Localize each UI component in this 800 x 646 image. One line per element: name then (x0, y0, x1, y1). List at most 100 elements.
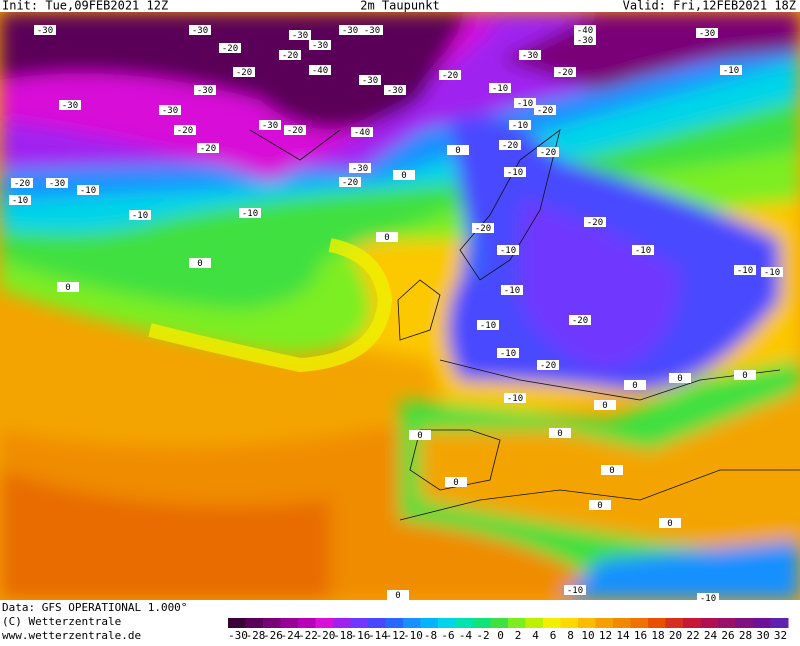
contour-label-box (387, 590, 409, 600)
contour-label-box (46, 178, 68, 188)
colorbar-swatch (630, 618, 649, 628)
contour-label-box (376, 232, 398, 242)
contour-label: -20 (236, 68, 252, 78)
colorbar-swatch (735, 618, 754, 628)
contour-label: 0 (455, 146, 460, 156)
colorbar-tick-label: -28 (246, 629, 266, 642)
contour-label: 0 (401, 171, 406, 181)
contour-label: -20 (200, 144, 216, 154)
colorbar-tick-label: -20 (316, 629, 336, 642)
contour-label: 0 (65, 283, 70, 293)
contour-label-box (594, 400, 616, 410)
contour-label: -10 (132, 211, 148, 221)
contour-label-box (393, 170, 415, 180)
contour-label: -10 (80, 186, 96, 196)
colorbar-swatch (508, 618, 526, 628)
contour-label-box (351, 127, 373, 137)
contour-label-box (564, 585, 586, 595)
contour-label: -20 (282, 51, 298, 61)
contour-label: -30 (292, 31, 308, 41)
contour-label: -20 (14, 179, 30, 189)
colorbar-swatch (683, 618, 701, 628)
contour-label: 0 (677, 374, 682, 384)
contour-label-box (497, 245, 519, 255)
contour-label: 0 (667, 519, 672, 529)
contour-label: -20 (557, 68, 573, 78)
colorbar: -30-28-26-24-22-20-18-16-14-12-10 -8 -6 -4-… (228, 618, 789, 642)
colorbar-swatch (753, 618, 771, 628)
contour-label-box (499, 140, 521, 150)
contour-label: 0 (597, 501, 602, 511)
contour-label-box (361, 25, 383, 35)
colorbar-swatch (770, 618, 789, 628)
colorbar-tick-label: -4 (459, 629, 473, 642)
colorbar-tick-label: 26 (721, 629, 734, 642)
contour-label: -20 (222, 44, 238, 54)
contour-label: 0 (742, 371, 747, 381)
contour-label: -20 (502, 141, 518, 151)
contour-label-box (720, 65, 742, 75)
contour-label: -10 (567, 586, 583, 596)
contour-label-box (339, 177, 361, 187)
colorbar-tick-label: 18 (651, 629, 664, 642)
contour-label-box (554, 67, 576, 77)
map (0, 12, 800, 600)
contour-label-box (9, 195, 31, 205)
colorbar-tick-label: 30 (756, 629, 769, 642)
contour-label-box (624, 380, 646, 390)
contour-label: -30 (37, 26, 53, 36)
contour-label: -30 (262, 121, 278, 131)
contour-label: -30 (577, 36, 593, 46)
contour-label-box (574, 35, 596, 45)
colorbar-swatch (228, 618, 246, 628)
contour-label-box (697, 593, 719, 603)
contour-label: -30 (352, 164, 368, 174)
contour-label-box (497, 348, 519, 358)
contour-label: -10 (507, 168, 523, 178)
contour-label-box (519, 50, 541, 60)
contour-label-box (59, 100, 81, 110)
colorbar-swatch (665, 618, 684, 628)
contour-label: -10 (12, 196, 28, 206)
colorbar-tick-label: -14 (368, 629, 388, 642)
contour-label-box (259, 120, 281, 130)
colorbar-tick-label: -10 (403, 629, 423, 642)
contour-label-box (197, 143, 219, 153)
contour-label-box (309, 40, 331, 50)
website: www.wetterzentrale.de (2, 629, 141, 642)
contour-label: -20 (572, 316, 588, 326)
contour-label: -10 (480, 321, 496, 331)
colorbar-tick-label: -30 (228, 629, 248, 642)
contour-label: -20 (537, 106, 553, 116)
colorbar-swatch (490, 618, 509, 628)
colorbar-swatch (280, 618, 299, 628)
colorbar-tick-label: 4 (532, 629, 539, 642)
colorbar-tick-label: -2 (476, 629, 489, 642)
contour-label: -30 (364, 26, 380, 36)
colorbar-swatch (543, 618, 561, 628)
contour-label-box (734, 265, 756, 275)
colorbar-swatch (525, 618, 544, 628)
contour-label-box (339, 25, 361, 35)
contour-label-box (504, 393, 526, 403)
contour-label: 0 (609, 466, 614, 476)
contour-label-box (284, 125, 306, 135)
contour-label: 0 (384, 233, 389, 243)
contour-label: -30 (312, 41, 328, 51)
contour-label: -10 (500, 349, 516, 359)
contour-label: -30 (197, 86, 213, 96)
contour-label: -10 (512, 121, 528, 131)
valid-time: Valid: Fri,12FEB2021 18Z (623, 0, 796, 13)
colorbar-tick-label: -12 (386, 629, 406, 642)
contour-label-box (239, 208, 261, 218)
colorbar-swatch (455, 618, 474, 628)
contour-label-box (696, 28, 718, 38)
colorbar-swatch (648, 618, 666, 628)
contour-label-box (632, 245, 654, 255)
contour-label-box (601, 465, 623, 475)
contour-label-box (129, 210, 151, 220)
contour-label-box (501, 285, 523, 295)
contour-label: -30 (162, 106, 178, 116)
contour-label-box (584, 217, 606, 227)
contour-label: 0 (453, 478, 458, 488)
